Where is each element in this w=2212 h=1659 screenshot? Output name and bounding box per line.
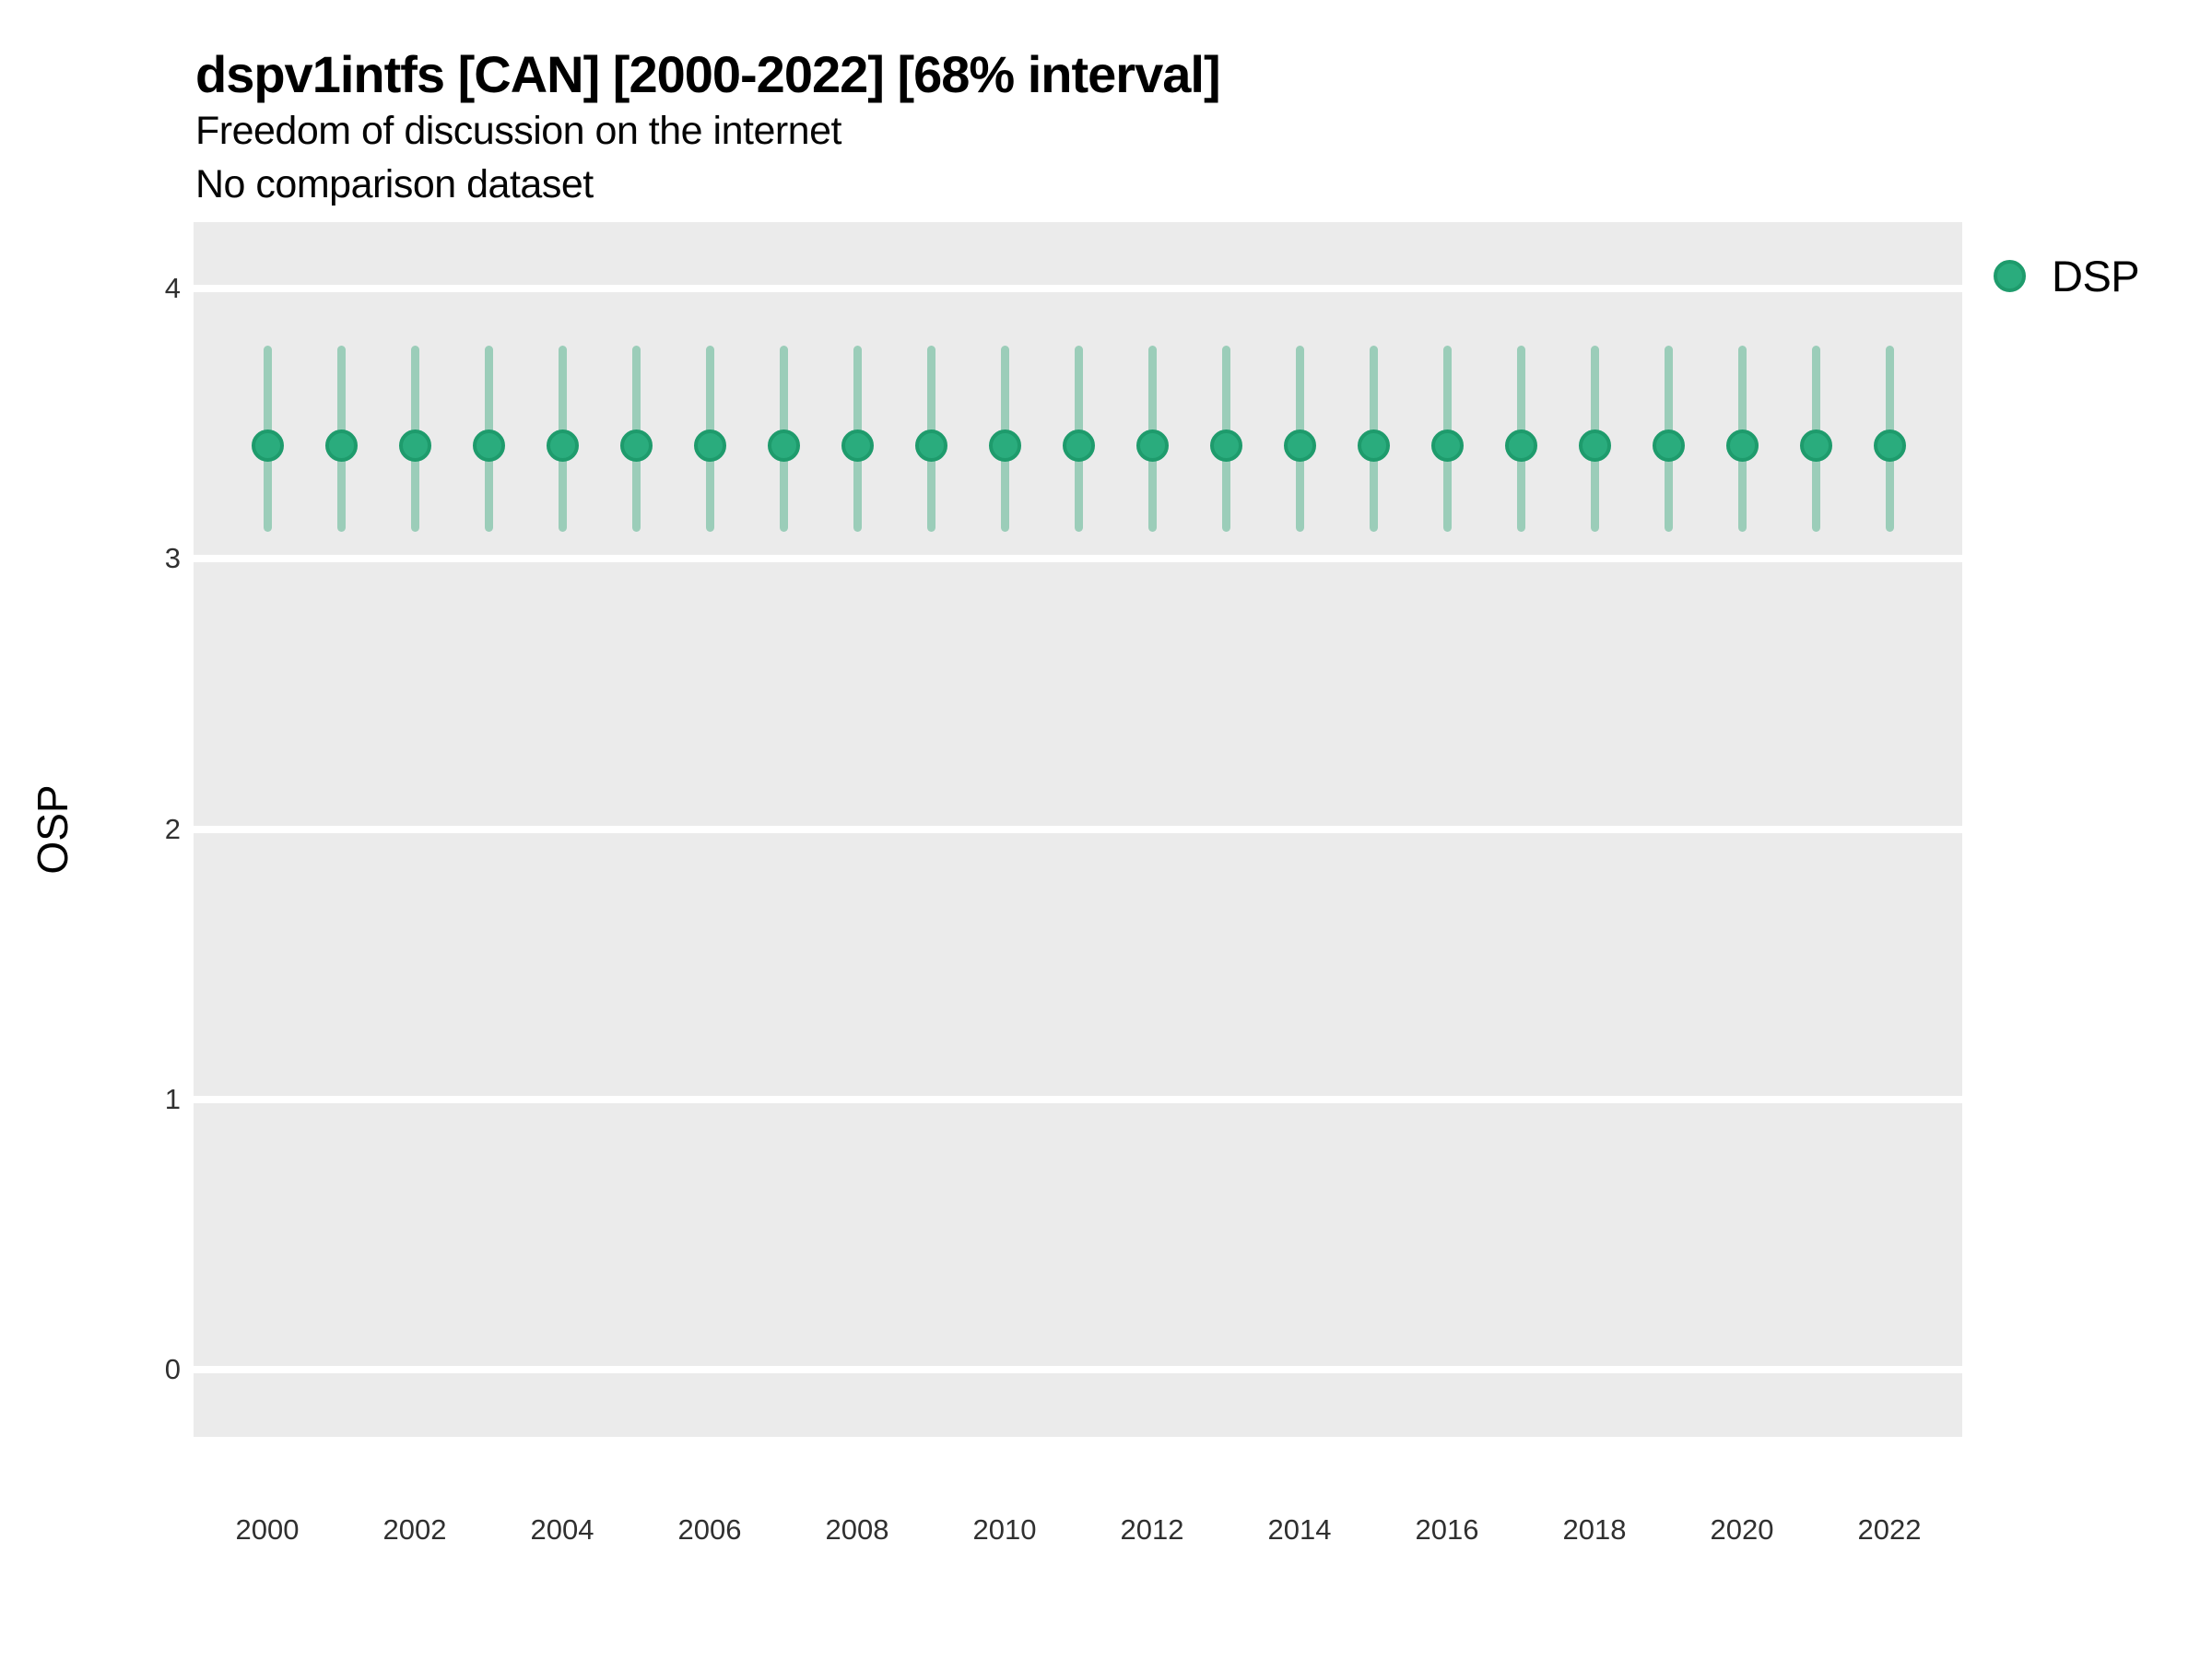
legend-point-icon (1994, 260, 2026, 292)
point-estimate-2002 (398, 429, 431, 462)
y-tick-label-1: 1 (164, 1082, 181, 1115)
point-estimate-2008 (841, 429, 874, 462)
gridline-y-3 (194, 555, 1962, 563)
point-estimate-2005 (619, 429, 653, 462)
x-tick-label-2000: 2000 (235, 1513, 300, 1546)
legend: DSP (1994, 251, 2140, 301)
point-estimate-2019 (1652, 429, 1685, 462)
y-axis-title: OSP (29, 784, 76, 875)
x-tick-label-2022: 2022 (1857, 1513, 1922, 1546)
point-estimate-2016 (1430, 429, 1464, 462)
point-estimate-2017 (1504, 429, 1537, 462)
gridline-y-2 (194, 825, 1962, 833)
point-estimate-2013 (1209, 429, 1242, 462)
gridline-y-1 (194, 1095, 1962, 1103)
point-estimate-2022 (1873, 429, 1906, 462)
y-tick-label-3: 3 (164, 542, 181, 575)
chart-annotation-no-comparison: No comparison dataset (195, 162, 594, 206)
y-tick-label-0: 0 (164, 1353, 181, 1385)
point-estimate-2011 (1062, 429, 1095, 462)
point-estimate-2000 (251, 429, 284, 462)
x-tick-label-2016: 2016 (1415, 1513, 1479, 1546)
point-estimate-2015 (1357, 429, 1390, 462)
point-estimate-2012 (1135, 429, 1169, 462)
chart-panel (194, 222, 1962, 1437)
point-estimate-2003 (472, 429, 505, 462)
point-estimate-2014 (1283, 429, 1316, 462)
x-tick-label-2010: 2010 (972, 1513, 1037, 1546)
x-tick-label-2002: 2002 (382, 1513, 447, 1546)
x-tick-label-2006: 2006 (677, 1513, 742, 1546)
gridline-y-0 (194, 1366, 1962, 1373)
x-tick-label-2004: 2004 (530, 1513, 594, 1546)
chart-title: dspv1intfs [CAN] [2000-2022] [68% interv… (195, 45, 1221, 103)
x-tick-label-2012: 2012 (1120, 1513, 1184, 1546)
x-tick-label-2018: 2018 (1562, 1513, 1627, 1546)
point-estimate-2007 (767, 429, 800, 462)
y-tick-label-4: 4 (164, 272, 181, 304)
gridline-y-4 (194, 285, 1962, 292)
y-tick-label-2: 2 (164, 812, 181, 845)
x-tick-label-2014: 2014 (1267, 1513, 1332, 1546)
point-estimate-2004 (546, 429, 579, 462)
legend-label: DSP (2052, 252, 2140, 300)
point-estimate-2021 (1799, 429, 1832, 462)
point-estimate-2009 (914, 429, 947, 462)
point-estimate-2018 (1578, 429, 1611, 462)
point-estimate-2001 (324, 429, 358, 462)
x-tick-label-2008: 2008 (825, 1513, 889, 1546)
point-estimate-2020 (1725, 429, 1759, 462)
point-estimate-2010 (988, 429, 1021, 462)
chart-subtitle: Freedom of discussion on the internet (195, 109, 841, 153)
x-tick-label-2020: 2020 (1710, 1513, 1774, 1546)
point-estimate-2006 (693, 429, 726, 462)
